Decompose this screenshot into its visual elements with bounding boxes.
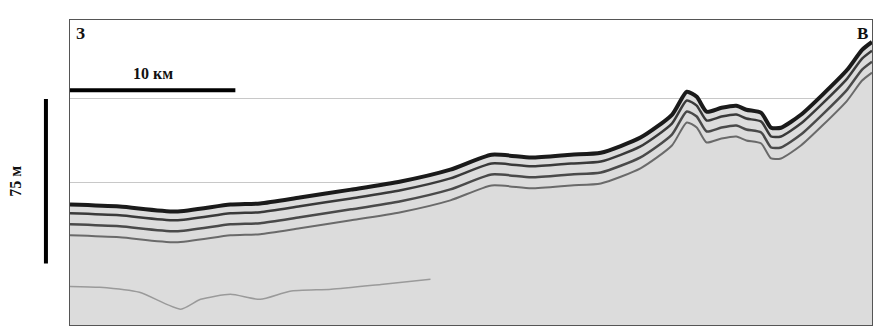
svg-text:10 км: 10 км (133, 65, 173, 82)
svg-text:З: З (76, 24, 85, 43)
svg-text:В: В (857, 24, 868, 43)
svg-text:75 м: 75 м (7, 166, 24, 197)
